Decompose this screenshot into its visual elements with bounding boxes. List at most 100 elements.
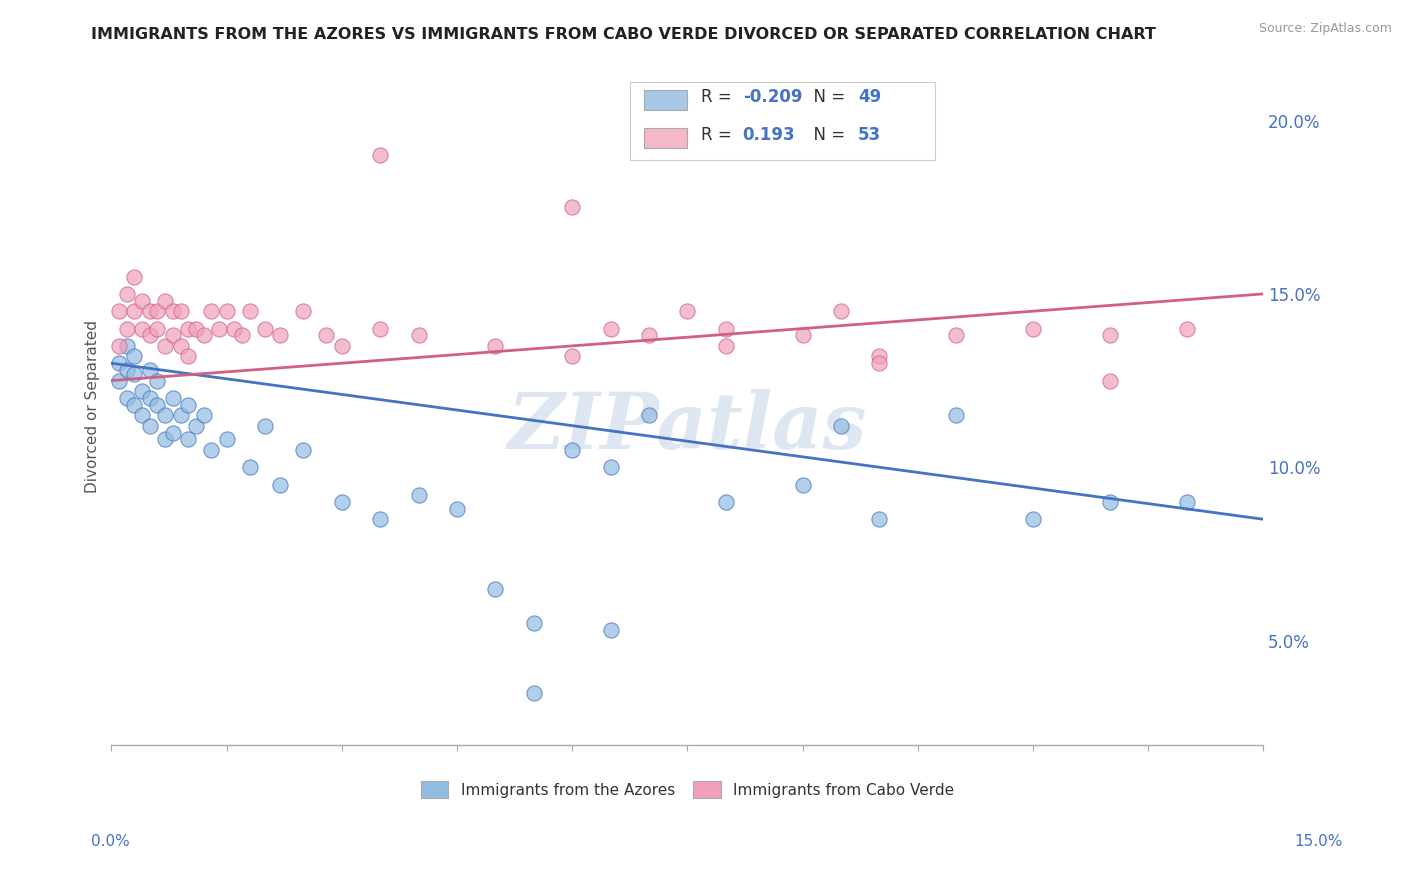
Point [115,363,138,377]
Point [200,304,222,318]
Point [408,328,430,343]
Text: IMMIGRANTS FROM THE AZORES VS IMMIGRANTS FROM CABO VERDE DIVORCED OR SEPARATED C: IMMIGRANTS FROM THE AZORES VS IMMIGRANTS… [91,27,1156,42]
Point [239,304,262,318]
Text: N =: N = [803,88,851,106]
Point [638,328,661,343]
Point [561,200,583,214]
Point [868,356,890,370]
Point [315,328,337,343]
Point [146,374,169,388]
Point [599,460,621,475]
Point [139,328,162,343]
Point [292,304,315,318]
Point [146,398,169,412]
Point [131,384,153,398]
Point [330,339,353,353]
Point [231,328,253,343]
Point [139,363,162,377]
Point [131,293,153,308]
Point [177,398,200,412]
Point [830,304,852,318]
Point [169,304,191,318]
Text: 53: 53 [858,127,882,145]
Point [368,148,391,162]
Point [830,418,852,433]
Point [269,477,291,491]
Point [239,460,262,475]
Point [561,442,583,457]
Legend: Immigrants from the Azores, Immigrants from Cabo Verde: Immigrants from the Azores, Immigrants f… [415,774,960,805]
Point [408,488,430,502]
Point [599,321,621,335]
Point [108,304,131,318]
Point [792,328,814,343]
Point [124,304,146,318]
Point [1098,374,1121,388]
Point [561,349,583,363]
Point [1022,512,1045,526]
Point [139,304,162,318]
Point [153,433,176,447]
Point [200,442,222,457]
Point [1175,495,1198,509]
Point [714,321,737,335]
Text: Source: ZipAtlas.com: Source: ZipAtlas.com [1258,22,1392,36]
Point [446,501,468,516]
Point [714,495,737,509]
Point [1175,321,1198,335]
Point [162,425,184,440]
Point [184,321,207,335]
Point [1022,321,1045,335]
Point [253,418,276,433]
Point [177,321,200,335]
Point [108,374,131,388]
Point [169,408,191,422]
Point [330,495,353,509]
Point [162,304,184,318]
Point [208,321,231,335]
Point [184,418,207,433]
Point [523,685,546,699]
Point [1098,495,1121,509]
Point [131,321,153,335]
Point [599,623,621,637]
Point [253,321,276,335]
Text: ZIPatlas: ZIPatlas [508,389,868,465]
Point [945,328,967,343]
Point [153,339,176,353]
Point [792,477,814,491]
Point [224,321,246,335]
Text: 15.0%: 15.0% [1295,834,1343,849]
Point [115,391,138,405]
Point [124,349,146,363]
Point [292,442,315,457]
Text: 49: 49 [858,88,882,106]
Text: -0.209: -0.209 [742,88,803,106]
Text: R =: R = [702,88,737,106]
Point [193,328,215,343]
Point [368,512,391,526]
Point [153,408,176,422]
Point [484,339,506,353]
Text: R =: R = [702,127,742,145]
Point [177,349,200,363]
Point [169,339,191,353]
Y-axis label: Divorced or Separated: Divorced or Separated [86,320,100,493]
Point [146,321,169,335]
Point [945,408,967,422]
Point [124,398,146,412]
Point [139,391,162,405]
Point [676,304,699,318]
Point [1098,328,1121,343]
Text: 0.0%: 0.0% [91,834,131,849]
Point [115,321,138,335]
Point [868,512,890,526]
Point [523,616,546,631]
Point [868,349,890,363]
Point [638,408,661,422]
Point [124,367,146,381]
Point [714,339,737,353]
Point [215,304,238,318]
Point [115,339,138,353]
FancyBboxPatch shape [644,128,688,148]
